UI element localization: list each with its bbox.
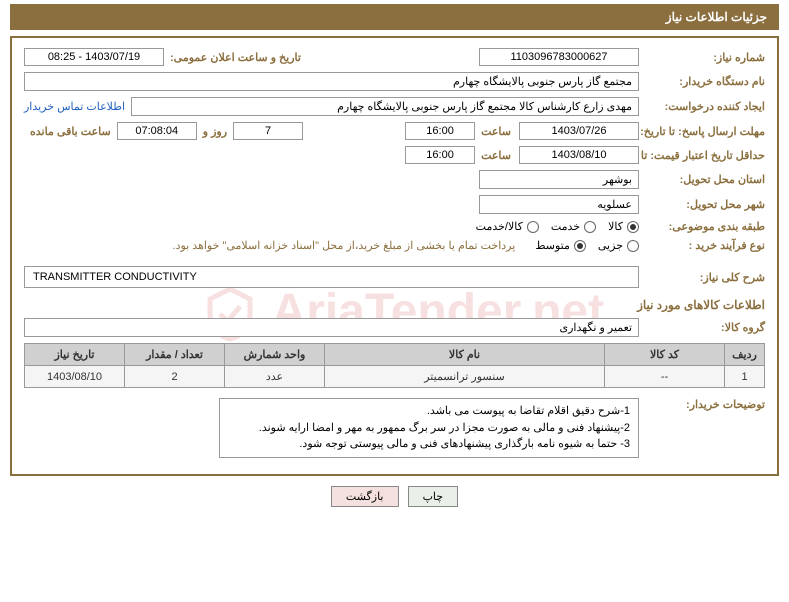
footer-buttons: چاپ بازگشت [0, 486, 789, 507]
days-remaining: 7 [233, 122, 303, 140]
city-value: عسلویه [479, 195, 639, 214]
min-valid-date: 1403/08/10 [519, 146, 639, 164]
countdown-value: 07:08:04 [117, 122, 197, 140]
radio-goods-service[interactable]: کالا/خدمت [476, 220, 539, 233]
province-value: بوشهر [479, 170, 639, 189]
deadline-label: مهلت ارسال پاسخ: تا تاریخ: [645, 125, 765, 138]
overview-label: شرح کلی نیاز: [645, 271, 765, 284]
table-header-row: ردیف کد کالا نام کالا واحد شمارش تعداد /… [25, 344, 765, 366]
remaining-label: ساعت باقی مانده [30, 125, 111, 138]
buyer-contact-link[interactable]: اطلاعات تماس خریدار [24, 100, 125, 113]
process-type-radios: جزیی متوسط [535, 239, 639, 252]
city-label: شهر محل تحویل: [645, 198, 765, 211]
radio-medium[interactable]: متوسط [535, 239, 586, 252]
buyer-notes-box: 1-شرح دقیق اقلام تقاضا به پیوست می باشد.… [219, 398, 639, 458]
group-label: گروه کالا: [645, 321, 765, 334]
radio-dot-icon [627, 240, 639, 252]
subject-class-label: طبقه بندی موضوعی: [645, 220, 765, 233]
subject-class-radios: کالا خدمت کالا/خدمت [476, 220, 639, 233]
radio-dot-icon [527, 221, 539, 233]
table-row: 1 -- سنسور ترانسمیتر عدد 2 1403/08/10 [25, 366, 765, 388]
buyer-device-label: نام دستگاه خریدار: [645, 75, 765, 88]
deadline-time: 16:00 [405, 122, 475, 140]
buyer-note-line: 2-پیشنهاد فنی و مالی به صورت مجزا در سر … [228, 420, 630, 437]
overview-value: TRANSMITTER CONDUCTIVITY [24, 266, 639, 288]
cell-qty: 2 [125, 366, 225, 388]
buyer-note-line: 3- حتما به شیوه نامه بارگذاری پیشنهادهای… [228, 436, 630, 453]
deadline-date: 1403/07/26 [519, 122, 639, 140]
cell-name: سنسور ترانسمیتر [325, 366, 605, 388]
need-number-label: شماره نیاز: [645, 51, 765, 64]
need-number-value: 1103096783000627 [479, 48, 639, 66]
radio-goods[interactable]: کالا [608, 220, 639, 233]
radio-service[interactable]: خدمت [551, 220, 596, 233]
back-button[interactable]: بازگشت [331, 486, 399, 507]
col-unit: واحد شمارش [225, 344, 325, 366]
radio-dot-icon [627, 221, 639, 233]
requester-value: مهدی زارع کارشناس کالا مجتمع گاز پارس جن… [131, 97, 639, 116]
buyer-note-line: 1-شرح دقیق اقلام تقاضا به پیوست می باشد. [228, 403, 630, 420]
col-name: نام کالا [325, 344, 605, 366]
min-valid-time-label: ساعت [481, 149, 511, 162]
goods-table: ردیف کد کالا نام کالا واحد شمارش تعداد /… [24, 343, 765, 388]
cell-date: 1403/08/10 [25, 366, 125, 388]
process-type-label: نوع فرآیند خرید : [645, 239, 765, 252]
days-and-label: روز و [203, 125, 227, 138]
radio-dot-icon [574, 240, 586, 252]
print-button[interactable]: چاپ [408, 486, 459, 507]
treasury-note: پرداخت تمام یا بخشی از مبلغ خرید،از محل … [173, 239, 516, 252]
col-date: تاریخ نیاز [25, 344, 125, 366]
cell-code: -- [605, 366, 725, 388]
col-row: ردیف [725, 344, 765, 366]
min-valid-time: 16:00 [405, 146, 475, 164]
announce-value: 1403/07/19 - 08:25 [24, 48, 164, 66]
buyer-device-value: مجتمع گاز پارس جنوبی پالایشگاه چهارم [24, 72, 639, 91]
min-valid-label: حداقل تاریخ اعتبار قیمت: تا تاریخ: [645, 149, 765, 162]
radio-partial[interactable]: جزیی [598, 239, 639, 252]
radio-dot-icon [584, 221, 596, 233]
buyer-notes-label: توضیحات خریدار: [645, 398, 765, 411]
deadline-time-label: ساعت [481, 125, 511, 138]
province-label: استان محل تحویل: [645, 173, 765, 186]
requester-label: ایجاد کننده درخواست: [645, 100, 765, 113]
cell-rownum: 1 [725, 366, 765, 388]
goods-info-title: اطلاعات کالاهای مورد نیاز [24, 298, 765, 312]
col-code: کد کالا [605, 344, 725, 366]
page-title-bar: جزئیات اطلاعات نیاز [10, 4, 779, 30]
cell-unit: عدد [225, 366, 325, 388]
announce-label: تاریخ و ساعت اعلان عمومی: [170, 51, 301, 64]
group-value: تعمیر و نگهداری [24, 318, 639, 337]
col-qty: تعداد / مقدار [125, 344, 225, 366]
main-content: شماره نیاز: 1103096783000627 تاریخ و ساع… [10, 36, 779, 476]
page-title: جزئیات اطلاعات نیاز [666, 10, 767, 24]
